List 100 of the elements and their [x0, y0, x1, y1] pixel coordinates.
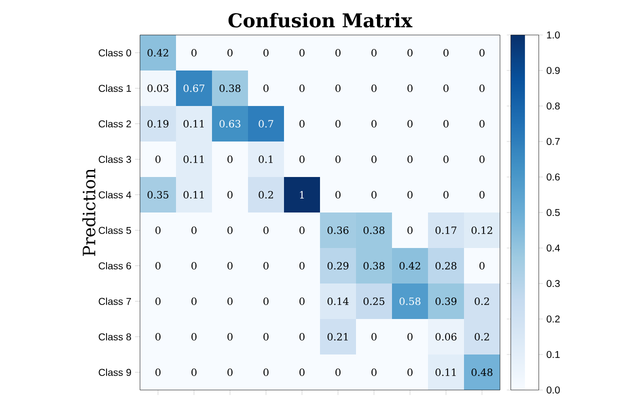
color-bar-label: 0.7 — [546, 138, 560, 146]
data-label: 0 — [407, 226, 413, 234]
data-label: 0 — [335, 48, 341, 57]
data-label: 0.36 — [328, 226, 348, 234]
data-label: 0 — [371, 84, 377, 92]
data-label: 0.2 — [474, 297, 489, 306]
data-label: 0 — [299, 48, 305, 57]
data-label: 0 — [155, 368, 161, 376]
data-label: 0 — [299, 226, 305, 234]
data-label: 0 — [299, 84, 305, 92]
color-bar-label: 0.3 — [546, 280, 560, 288]
data-label: 0 — [263, 226, 269, 234]
y-tick-label: Class 0 — [98, 49, 132, 56]
data-label: 0 — [443, 120, 449, 128]
data-label: 0 — [227, 297, 233, 306]
y-tick-label: Class 4 — [98, 191, 132, 198]
y-tick-label: Class 9 — [98, 368, 132, 376]
data-label: 0 — [299, 332, 305, 341]
data-label: 0.2 — [474, 332, 489, 341]
data-label: 0 — [443, 84, 449, 92]
color-bar-label: 0.4 — [546, 244, 560, 252]
data-label: 0 — [443, 48, 449, 57]
data-label: 0.38 — [364, 262, 384, 270]
color-bar-label: 0.2 — [546, 315, 560, 323]
data-label: 0.42 — [400, 262, 420, 270]
color-bar-label: 0.9 — [546, 66, 560, 74]
data-label: 0 — [227, 368, 233, 376]
chart-title: Confusion Matrix — [228, 12, 412, 28]
data-label: 0.11 — [184, 190, 204, 199]
data-label: 0 — [299, 297, 305, 306]
y-tick-label: Class 5 — [98, 226, 132, 234]
data-label: 0.21 — [328, 332, 348, 341]
data-label: 0.63 — [220, 120, 240, 128]
data-label: 0 — [407, 190, 413, 199]
data-label: 0.67 — [184, 84, 204, 92]
data-label: 0 — [335, 368, 341, 376]
data-label: 0.28 — [436, 262, 456, 270]
data-label: 0 — [299, 368, 305, 376]
data-label: 0.7 — [258, 120, 274, 128]
color-bar-label: 0.6 — [546, 173, 560, 181]
data-label: 0 — [479, 84, 485, 92]
data-label: 0 — [443, 155, 449, 164]
data-label: 0.11 — [184, 155, 204, 164]
data-label: 0 — [227, 190, 233, 199]
data-label: 0 — [299, 262, 305, 270]
data-label: 0.35 — [148, 190, 168, 199]
data-label: 0 — [335, 190, 341, 199]
data-label: 0 — [263, 84, 269, 92]
data-label: 0.42 — [148, 48, 168, 57]
color-bar-label: 0.0 — [546, 386, 560, 394]
data-label: 0.58 — [400, 297, 420, 306]
data-label: 0 — [407, 84, 413, 92]
data-label: 0 — [371, 48, 377, 57]
data-label: 0 — [407, 48, 413, 57]
data-label: 0.12 — [472, 226, 492, 234]
data-label: 0 — [155, 226, 161, 234]
data-label: 0 — [371, 190, 377, 199]
data-label: 0 — [227, 226, 233, 234]
data-label: 0 — [335, 155, 341, 164]
data-label: 0.38 — [364, 226, 384, 234]
data-label: 0 — [263, 297, 269, 306]
data-label: 0 — [263, 262, 269, 270]
data-label: 0 — [155, 155, 161, 164]
data-label: 0.2 — [258, 190, 273, 199]
data-label: 0 — [479, 48, 485, 57]
data-label: 0 — [191, 297, 197, 306]
data-label: 0 — [227, 48, 233, 57]
data-label: 0 — [335, 84, 341, 92]
data-label: 0 — [479, 155, 485, 164]
data-label: 0 — [191, 332, 197, 341]
data-label: 0.19 — [148, 120, 168, 128]
color-bar-label: 1.0 — [547, 31, 560, 39]
data-label: 0 — [371, 120, 377, 128]
data-label: 0 — [191, 226, 197, 234]
data-label: 0 — [263, 48, 269, 57]
data-label: 0 — [191, 48, 197, 57]
data-label: 0 — [299, 155, 305, 164]
data-label: 0.06 — [436, 332, 456, 341]
data-label: 0 — [191, 368, 197, 376]
data-label: 0 — [407, 155, 413, 164]
data-label: 0 — [407, 332, 413, 341]
data-label: 0 — [299, 120, 305, 128]
data-label: 0 — [227, 155, 233, 164]
color-bar-label: 0.5 — [546, 208, 560, 216]
data-label: 0 — [155, 262, 161, 270]
data-label: 0 — [155, 297, 161, 306]
y-axis-title: Prediction — [82, 168, 96, 256]
data-label: 0.48 — [472, 368, 492, 376]
data-label: 0 — [263, 332, 269, 341]
data-label: 0.38 — [220, 84, 240, 92]
y-tick-label: Class 6 — [98, 262, 132, 270]
y-tick-label: Class 7 — [98, 298, 131, 305]
data-label: 0.17 — [436, 226, 456, 234]
data-label: 0 — [263, 368, 269, 376]
data-label: 0.1 — [258, 155, 273, 164]
data-label: 0 — [155, 332, 161, 341]
data-label: 0.11 — [436, 368, 456, 376]
data-label: 0.25 — [364, 297, 384, 306]
data-label: 0.39 — [436, 297, 456, 306]
data-label: 0 — [479, 120, 485, 128]
